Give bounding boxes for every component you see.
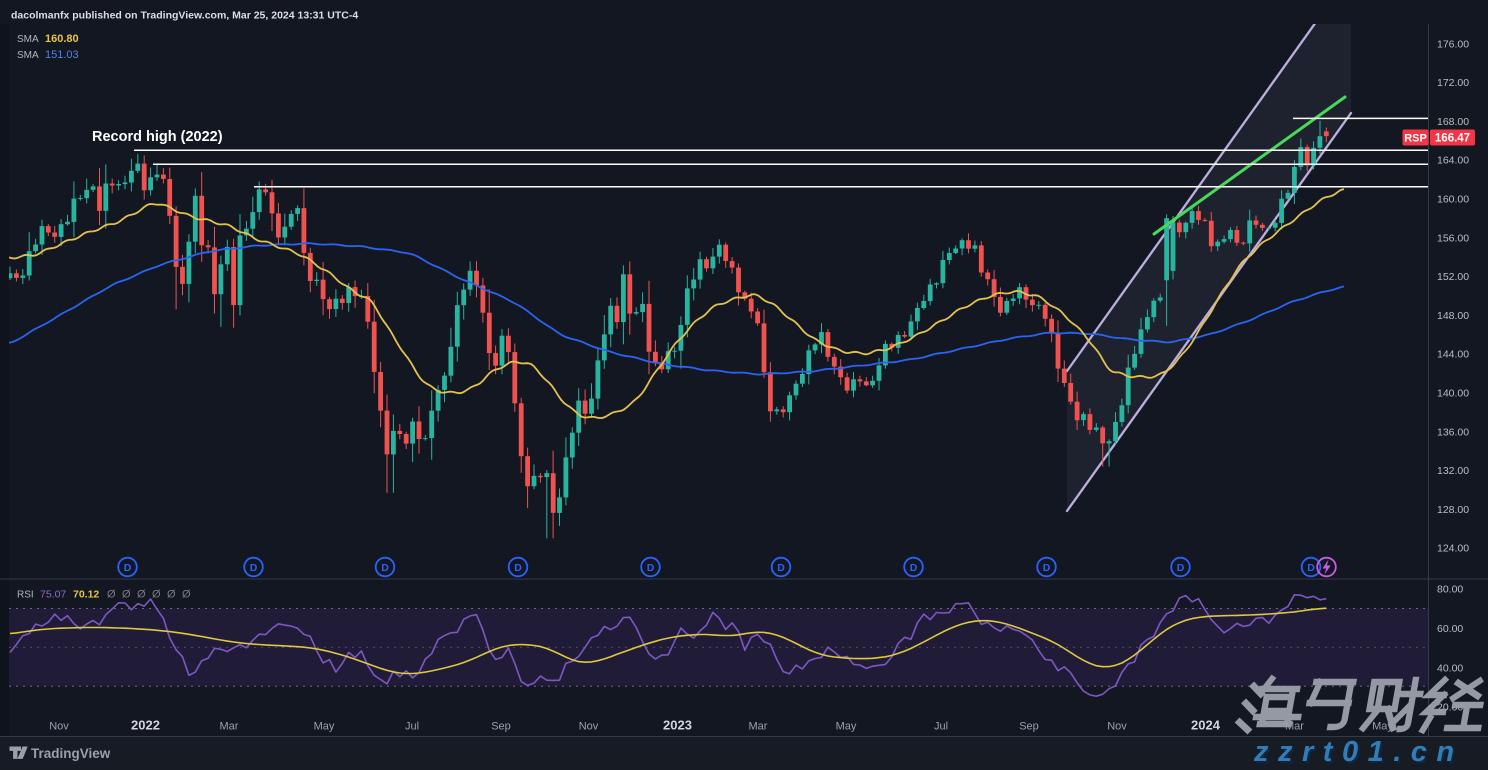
svg-text:dacolmanfx published on Tradin: dacolmanfx published on TradingView.com,… [11,10,358,22]
svg-text:Sep: Sep [491,721,511,733]
svg-text:D: D [1043,562,1051,574]
svg-text:136.00: 136.00 [1437,426,1469,438]
svg-text:Sep: Sep [1019,721,1039,733]
svg-text:166.47: 166.47 [1435,133,1470,145]
svg-text:172.00: 172.00 [1437,77,1469,89]
svg-text:140.00: 140.00 [1437,388,1469,400]
svg-text:156.00: 156.00 [1437,232,1469,244]
svg-text:May: May [1372,721,1393,733]
svg-text:TradingView: TradingView [31,746,111,761]
svg-text:80.00: 80.00 [1437,584,1463,596]
svg-text:Jul: Jul [405,721,419,733]
svg-text:Nov: Nov [49,721,69,733]
svg-text:Ø: Ø [152,589,161,601]
svg-text:124.00: 124.00 [1437,543,1469,555]
svg-text:Jul: Jul [934,721,948,733]
svg-text:Ø: Ø [137,589,146,601]
svg-text:zzrt01.cn: zzrt01.cn [1253,736,1464,768]
svg-text:D: D [250,562,258,574]
svg-text:132.00: 132.00 [1437,465,1469,477]
svg-text:May: May [836,721,857,733]
svg-text:60.00: 60.00 [1437,623,1463,635]
svg-text:Record high (2022): Record high (2022) [92,129,223,145]
svg-text:D: D [514,562,522,574]
svg-text:176.00: 176.00 [1437,38,1469,50]
svg-text:D: D [777,562,785,574]
svg-text:D: D [124,562,132,574]
svg-text:D: D [647,562,655,574]
svg-text:75.07: 75.07 [40,589,66,601]
svg-text:Nov: Nov [579,721,599,733]
svg-text:D: D [381,562,389,574]
svg-text:2024: 2024 [1191,718,1221,733]
svg-text:SMA: SMA [17,50,39,61]
svg-text:Ø: Ø [167,589,176,601]
svg-text:D: D [910,562,918,574]
svg-text:168.00: 168.00 [1437,116,1469,128]
svg-text:D: D [1307,562,1315,574]
svg-text:2022: 2022 [131,718,160,733]
svg-text:RSP: RSP [1404,133,1427,145]
svg-text:SMA: SMA [17,34,39,45]
svg-text:Mar: Mar [220,721,239,733]
svg-text:160.80: 160.80 [45,33,79,45]
svg-text:Ø: Ø [122,589,131,601]
svg-text:RSI: RSI [17,590,34,601]
svg-text:Ø: Ø [107,589,116,601]
svg-text:128.00: 128.00 [1437,504,1469,516]
svg-text:Mar: Mar [749,721,768,733]
svg-text:70.12: 70.12 [73,589,99,601]
svg-text:152.00: 152.00 [1437,271,1469,283]
svg-text:164.00: 164.00 [1437,155,1469,167]
svg-text:160.00: 160.00 [1437,194,1469,206]
svg-text:144.00: 144.00 [1437,349,1469,361]
svg-text:Nov: Nov [1107,721,1127,733]
svg-text:2023: 2023 [663,718,692,733]
svg-text:40.00: 40.00 [1437,662,1463,674]
svg-text:D: D [1177,562,1185,574]
svg-text:151.03: 151.03 [45,49,79,61]
svg-text:Ø: Ø [182,589,191,601]
svg-text:148.00: 148.00 [1437,310,1469,322]
svg-text:May: May [314,721,335,733]
